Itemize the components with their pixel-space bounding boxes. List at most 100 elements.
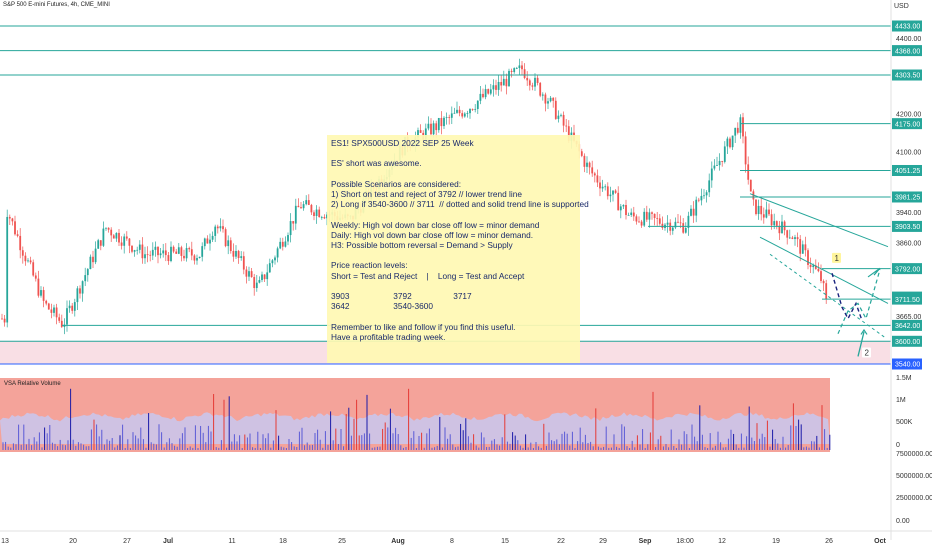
candle	[510, 68, 513, 78]
svg-text:4433.00: 4433.00	[895, 24, 920, 31]
candle	[744, 131, 747, 173]
date-tick-label: 18	[279, 538, 287, 545]
candle	[92, 250, 94, 268]
candle	[583, 153, 586, 173]
candle	[141, 237, 144, 264]
candle	[40, 286, 42, 298]
candle	[482, 88, 484, 99]
candle	[245, 266, 248, 284]
candle	[547, 97, 549, 110]
candle	[437, 117, 440, 133]
candle	[476, 100, 479, 114]
svg-text:4303.50: 4303.50	[895, 73, 920, 80]
note-line: ES' short was awesome.	[331, 158, 422, 169]
scenario-2-path	[837, 269, 881, 334]
candle	[258, 276, 261, 284]
date-tick-label: 26	[825, 538, 833, 545]
candle	[37, 270, 40, 298]
candle	[825, 279, 828, 304]
candle	[775, 220, 778, 230]
date-tick-label: 29	[599, 538, 607, 545]
svg-text:3642.00: 3642.00	[895, 323, 920, 330]
candle	[50, 303, 53, 319]
candle	[651, 211, 653, 220]
candle	[588, 161, 591, 175]
candle	[118, 228, 120, 246]
volume-tick-label: 1.5M	[896, 375, 912, 382]
candle	[227, 235, 230, 255]
candle	[177, 242, 180, 255]
date-tick-label: Jul	[163, 538, 173, 545]
candle	[284, 236, 287, 248]
candle	[778, 221, 781, 240]
candle	[315, 205, 318, 224]
candle	[791, 235, 794, 240]
candle	[820, 264, 822, 284]
candle	[180, 245, 183, 262]
candle	[261, 271, 263, 283]
level-price-tag: 4433.00	[892, 20, 922, 32]
candle	[695, 196, 698, 223]
candle	[14, 215, 16, 236]
candle	[638, 216, 640, 223]
candle	[814, 259, 817, 270]
svg-text:1: 1	[835, 254, 840, 263]
candle	[731, 135, 734, 151]
candle	[596, 169, 599, 187]
candle	[133, 249, 136, 257]
candle	[781, 214, 783, 234]
candle	[440, 111, 443, 135]
candle	[752, 189, 755, 206]
candle	[42, 286, 45, 308]
candle	[461, 110, 464, 119]
candle	[697, 197, 700, 203]
candle	[263, 274, 266, 283]
candle	[456, 101, 458, 114]
candle	[484, 84, 487, 100]
candle	[21, 246, 24, 264]
svg-text:4051.25: 4051.25	[895, 168, 920, 175]
candle	[307, 194, 310, 206]
candle	[102, 221, 105, 247]
candle	[796, 232, 799, 248]
candle	[190, 241, 193, 261]
candle	[250, 267, 253, 278]
candle	[736, 122, 739, 135]
candle	[146, 246, 149, 263]
candle	[580, 148, 583, 158]
candle	[1, 313, 3, 320]
candle	[216, 224, 219, 234]
candle	[24, 252, 27, 266]
candle	[677, 214, 679, 224]
candle	[279, 237, 282, 250]
candle	[653, 213, 656, 226]
date-tick-label: Aug	[391, 538, 405, 545]
candle	[721, 160, 724, 167]
candle	[281, 237, 284, 251]
candle	[513, 67, 516, 74]
candle	[599, 176, 601, 197]
candle	[167, 252, 170, 265]
candle	[193, 254, 196, 265]
candle	[450, 106, 453, 125]
candle	[297, 198, 300, 208]
candle	[71, 303, 74, 314]
candle	[97, 238, 100, 249]
candle	[648, 208, 651, 228]
price-tick-label: 4100.00	[896, 150, 921, 157]
candle	[310, 203, 313, 216]
candle	[63, 318, 66, 335]
note-line: Weekly: High vol down bar close off low …	[331, 219, 540, 230]
upper-trend-line	[749, 193, 889, 248]
candle	[255, 274, 258, 292]
candle	[492, 79, 495, 97]
candle	[755, 199, 757, 216]
note-line: 1) Short on test and reject of 3792 // l…	[331, 189, 522, 200]
candle	[544, 92, 547, 112]
candle	[768, 203, 770, 217]
candle	[235, 245, 237, 259]
level-price-tag: 3981.25	[892, 191, 922, 203]
note-line: Daily: High vol down bar close off low =…	[331, 229, 534, 240]
volume-tick-label: 2500000.00	[896, 495, 932, 502]
